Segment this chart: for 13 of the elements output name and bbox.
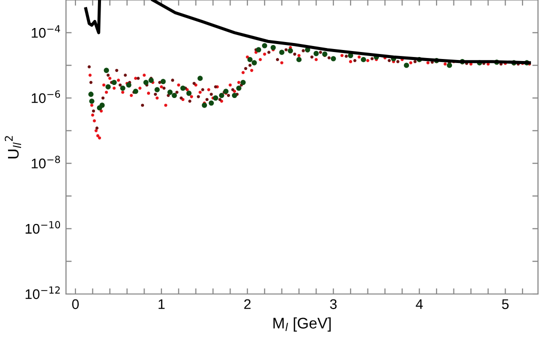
- x-tick-label: 3: [330, 299, 337, 310]
- x-tick-label: 1: [158, 299, 165, 309]
- x-tick-label: 2: [244, 299, 251, 309]
- x-axis-title: M$_{l}$ [GeV]: [273, 317, 331, 332]
- x-tick-label: 4: [416, 299, 423, 309]
- x-tick-label: 0: [72, 299, 79, 310]
- y-tick-label: 10$^{−4}$: [32, 25, 60, 38]
- x-tick-label: 5: [502, 299, 509, 310]
- y-tick-label: 10$^{−6}$: [32, 90, 60, 104]
- y-axis-title: U$_{ll}$$^{2}$: [4, 136, 22, 158]
- y-tick-label: 10$^{−8}$: [32, 156, 60, 168]
- y-tick-label: 10$^{−12}$: [26, 286, 60, 300]
- y-tick-label: 10$^{−10}$: [26, 221, 60, 234]
